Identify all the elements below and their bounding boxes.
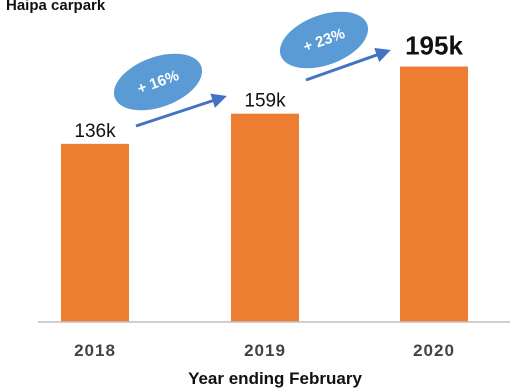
tick-label-2020: 2020 [413,341,455,360]
growth-bubble [113,53,203,111]
data-label-2018: 136k [74,121,116,142]
tick-label-2018: 2018 [74,341,116,360]
x-axis-title: Year ending February [188,369,362,388]
chart-title: Haipa carpark [6,0,106,14]
bar-2020 [400,66,468,322]
growth-arrow [135,93,227,128]
growth-annotations: + 16%+ 23% [113,11,391,128]
bar-2019 [231,113,299,323]
bar-2018 [61,143,129,322]
data-label-2019: 159k [244,91,286,112]
growth-arrow [305,47,391,82]
bars-layer [61,66,468,323]
data-labels: 136k 159k 195k [74,31,463,142]
tick-label-2019: 2019 [244,341,286,360]
tick-labels: 2018 2019 2020 [74,341,455,360]
growth-bubble [279,11,369,69]
data-label-2020: 195k [405,31,463,61]
